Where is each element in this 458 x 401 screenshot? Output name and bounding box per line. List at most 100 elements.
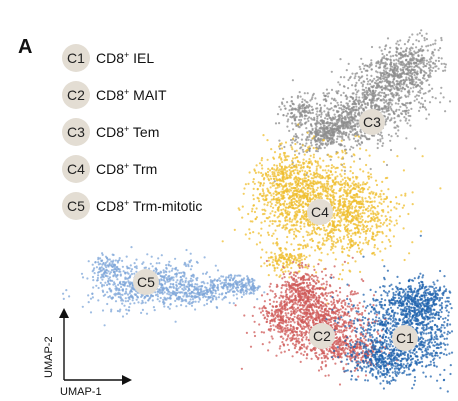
point-C5 [198,297,201,300]
point-C4 [308,166,311,169]
point-C4 [359,168,362,171]
point-C4 [271,167,274,170]
point-C3 [315,113,318,116]
point-C4 [336,238,339,241]
point-C3 [417,101,421,104]
point-C4 [294,168,297,171]
point-C4 [293,200,296,204]
point-C5 [144,266,147,269]
point-C4 [312,265,315,268]
point-C3 [411,57,414,60]
point-C3 [383,80,387,83]
point-C5 [182,283,186,286]
point-C5 [206,288,209,291]
point-C3 [346,121,349,124]
point-C4 [374,234,377,237]
point-C4 [262,182,266,185]
point-C3 [294,117,297,120]
point-C4 [284,228,287,231]
point-C4 [278,178,281,181]
point-C4 [306,148,309,152]
point-C5 [180,271,183,274]
point-C3 [368,137,371,140]
point-C3 [329,141,332,145]
point-C4 [379,250,382,253]
point-C4 [371,225,374,228]
point-C5 [168,270,171,273]
point-C3 [415,39,418,42]
point-C4 [301,144,304,147]
point-C4 [355,185,358,188]
point-C3 [305,100,308,103]
point-C3 [397,114,400,117]
point-C4 [398,202,401,206]
point-C5 [200,281,203,284]
point-C3 [329,136,332,139]
point-C3 [425,108,428,111]
point-C4 [281,171,284,174]
point-C4 [305,218,309,221]
point-C4 [274,257,277,260]
point-C3 [366,77,369,80]
point-C5 [97,286,100,290]
point-C4 [305,203,308,206]
point-C3 [382,75,385,78]
point-C3 [381,61,384,65]
point-C4 [377,225,380,228]
point-C3 [389,59,392,62]
point-C4 [356,193,359,197]
point-C3 [378,105,381,108]
point-C3 [354,119,357,122]
point-C3 [375,75,378,78]
point-C4 [363,212,366,215]
point-C4 [270,148,273,151]
point-C4 [285,182,288,185]
point-C4 [371,235,374,238]
point-C4 [349,213,352,216]
point-C3 [366,138,369,141]
point-C4 [272,195,275,198]
point-C5 [205,302,209,305]
point-C4 [312,135,316,138]
point-C3 [352,92,355,95]
point-C5 [97,261,100,264]
point-C5 [166,278,169,281]
point-C3 [406,122,409,125]
point-C5 [133,262,136,265]
point-C5 [141,308,144,311]
point-C3 [403,88,406,91]
point-C4 [367,210,370,213]
point-C5 [209,287,212,290]
point-C4 [270,194,273,197]
point-C3 [290,112,293,115]
point-C3 [370,63,373,66]
point-C4 [376,247,379,250]
point-C3 [330,107,333,110]
point-C4 [339,224,342,227]
point-C4 [357,209,360,212]
point-C4 [344,149,347,152]
point-C4 [308,187,311,190]
point-C3 [425,59,428,62]
point-C3 [423,73,426,76]
point-C4 [254,217,257,220]
point-C4 [359,224,362,227]
point-C3 [440,62,443,65]
point-C4 [363,183,366,186]
point-C3 [413,66,416,69]
point-C4 [304,244,307,247]
point-C4 [351,211,354,214]
point-C4 [266,158,269,161]
point-C5 [113,293,116,296]
point-C5 [250,277,254,280]
point-C5 [153,309,156,312]
point-C4 [336,151,339,154]
point-C4 [299,218,302,221]
point-C4 [277,145,281,148]
point-C3 [361,96,364,99]
point-C4 [281,175,285,179]
point-C4 [274,220,277,223]
point-C4 [257,232,260,235]
point-C3 [297,136,300,139]
point-C3 [337,90,340,93]
